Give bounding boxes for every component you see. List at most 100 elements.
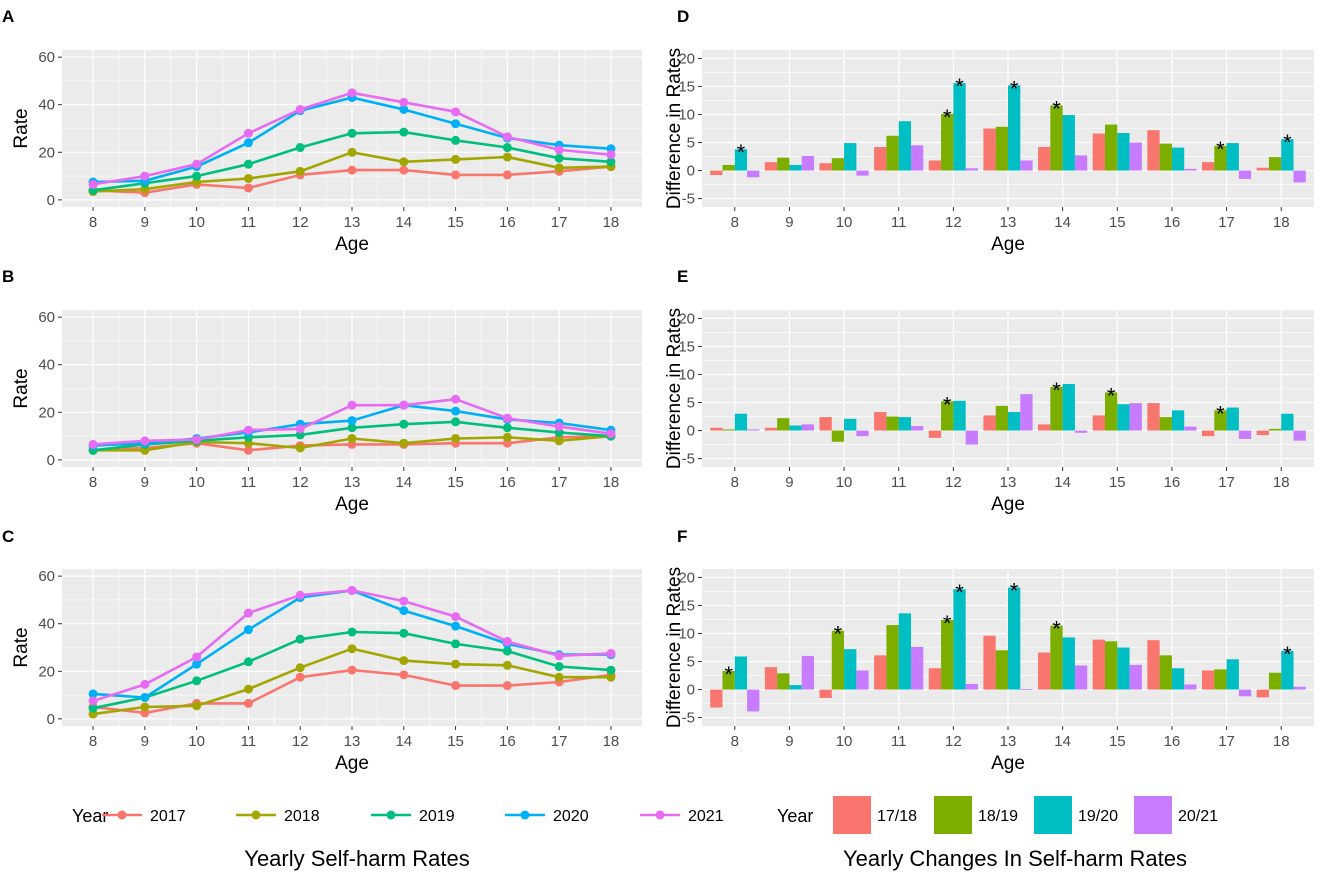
legend-key-20-21: 20/21 bbox=[1134, 796, 1218, 834]
y-tick-label: 0 bbox=[47, 452, 55, 469]
bar-19-20 bbox=[1062, 115, 1075, 171]
bar-17-18 bbox=[764, 427, 778, 431]
y-tick-label: 40 bbox=[38, 357, 55, 374]
bar-20-21 bbox=[1074, 430, 1088, 433]
point-2017 bbox=[502, 170, 512, 180]
legend-swatch bbox=[1034, 796, 1072, 834]
bar-18-19 bbox=[777, 418, 790, 431]
point-2019 bbox=[347, 627, 357, 637]
series-20-21 bbox=[747, 142, 1306, 183]
series-19-20: * ** bbox=[734, 579, 1294, 690]
point-2020 bbox=[140, 692, 150, 702]
x-tick-label: 10 bbox=[836, 474, 853, 491]
y-tick-label: 5 bbox=[687, 135, 695, 152]
point-2018 bbox=[554, 436, 564, 446]
x-tick-label: 11 bbox=[241, 474, 257, 491]
point-2017 bbox=[243, 445, 253, 455]
x-tick-label: 17 bbox=[551, 214, 568, 231]
bar-20-21 bbox=[1020, 394, 1033, 431]
x-tick-label: 14 bbox=[395, 733, 412, 750]
point-2021 bbox=[243, 608, 253, 618]
bar-19-20 bbox=[1171, 147, 1185, 171]
x-tick-label: 17 bbox=[551, 733, 568, 750]
point-2021 bbox=[606, 648, 616, 658]
legend-key-18-19: 18/19 bbox=[934, 796, 1018, 834]
y-tick-label: 15 bbox=[678, 597, 695, 614]
point-2021 bbox=[88, 179, 98, 189]
panel-a: A 0 20 40 60 8 9 10 11 12 13 14 15 16 17 18 Age Rate bbox=[2, 7, 642, 255]
bar-17-18 bbox=[1092, 639, 1105, 690]
bar-20-21 bbox=[1238, 689, 1252, 697]
point-2019 bbox=[399, 419, 409, 429]
point-2021 bbox=[192, 435, 202, 445]
point-2018 bbox=[295, 166, 305, 176]
legend-point bbox=[251, 810, 261, 820]
x-tick-label: 17 bbox=[1218, 214, 1235, 231]
point-2021 bbox=[399, 97, 409, 107]
x-tick-label: 9 bbox=[141, 474, 149, 491]
point-2018 bbox=[295, 663, 305, 673]
bar-19-20 bbox=[1171, 668, 1185, 690]
point-2019 bbox=[606, 665, 616, 675]
bar-20-21 bbox=[911, 646, 924, 690]
bar-19-20 bbox=[898, 613, 912, 690]
point-2018 bbox=[347, 433, 357, 443]
point-2018 bbox=[347, 644, 357, 654]
point-2017 bbox=[243, 698, 253, 708]
legend-swatch bbox=[1134, 796, 1172, 834]
point-2017 bbox=[399, 165, 409, 175]
bar-19-20 bbox=[1226, 407, 1239, 431]
x-tick-label: 14 bbox=[395, 214, 412, 231]
bar-20-21 bbox=[1020, 160, 1033, 171]
y-tick-label: 60 bbox=[38, 568, 55, 585]
point-2020 bbox=[192, 659, 202, 669]
y-tick-label: 0 bbox=[687, 163, 695, 180]
x-tick-label: 14 bbox=[1054, 214, 1071, 231]
point-2019 bbox=[295, 634, 305, 644]
point-2019 bbox=[502, 423, 512, 433]
legend-point bbox=[386, 810, 396, 820]
point-2018 bbox=[554, 672, 564, 682]
point-2021 bbox=[295, 424, 305, 434]
bar-17-18 bbox=[710, 689, 723, 708]
y-axis-title: Rate bbox=[11, 627, 32, 667]
point-2020 bbox=[399, 104, 409, 114]
bar-19-20 bbox=[1008, 85, 1021, 171]
x-tick-label: 12 bbox=[945, 474, 962, 491]
point-2021 bbox=[88, 439, 98, 449]
bar-20-21 bbox=[1293, 686, 1306, 690]
significance-marker: * bbox=[1216, 137, 1225, 162]
bar-18-19 bbox=[1159, 655, 1172, 690]
bar-18-19 bbox=[886, 135, 899, 171]
y-tick-label: 40 bbox=[38, 616, 55, 633]
bar-17-18 bbox=[1201, 430, 1215, 437]
point-2021 bbox=[140, 679, 150, 689]
point-2021 bbox=[606, 429, 616, 439]
bar-18-19 bbox=[995, 126, 1008, 171]
x-tick-label: 14 bbox=[1054, 474, 1071, 491]
bar-17-18 bbox=[983, 415, 996, 431]
bar-17-18 bbox=[1201, 162, 1215, 171]
bar-19-20 bbox=[844, 418, 857, 431]
series-17-18 bbox=[710, 635, 1269, 708]
y-tick-label: 20 bbox=[38, 663, 55, 680]
bar-19-20 bbox=[789, 164, 802, 171]
point-2021 bbox=[140, 171, 150, 181]
bar-20-21 bbox=[856, 170, 869, 176]
x-axis-title: Age bbox=[991, 234, 1025, 255]
series-18-19: * * * * bbox=[722, 378, 1282, 442]
point-2021 bbox=[140, 436, 150, 446]
point-2019 bbox=[243, 657, 253, 667]
bar-18-19 bbox=[1104, 392, 1118, 431]
point-2019 bbox=[295, 143, 305, 153]
panels: A 0 20 40 60 8 9 10 11 12 13 14 15 16 17 18 Age Rate B 0 20 4… bbox=[2, 7, 1314, 774]
x-tick-label: 8 bbox=[89, 474, 97, 491]
panel-b: B 0 20 40 60 8 9 10 11 12 13 14 15 16 17 18 Age Rate bbox=[2, 267, 642, 515]
y-tick-label: 15 bbox=[678, 78, 695, 95]
x-tick-label: 18 bbox=[603, 214, 620, 231]
point-2018 bbox=[399, 656, 409, 666]
y-axis-title: Difference in Rates bbox=[664, 48, 685, 209]
x-tick-label: 13 bbox=[344, 733, 361, 750]
y-tick-label: 0 bbox=[687, 682, 695, 699]
y-tick-label: 60 bbox=[38, 49, 55, 66]
